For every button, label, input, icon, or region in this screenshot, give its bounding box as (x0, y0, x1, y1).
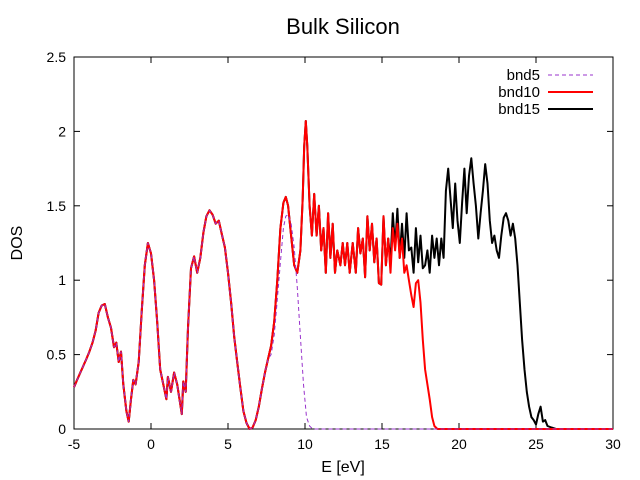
legend-label-bnd5: bnd5 (507, 67, 540, 84)
legend-label-bnd10: bnd10 (498, 84, 540, 101)
x-tick-label: -5 (68, 436, 81, 452)
chart-title: Bulk Silicon (286, 14, 400, 39)
y-tick-label: 1 (58, 272, 66, 288)
x-tick-label: 0 (147, 436, 155, 452)
legend-label-bnd15: bnd15 (498, 101, 540, 118)
y-tick-label: 0.5 (47, 347, 67, 363)
x-tick-label: 20 (451, 436, 467, 452)
x-tick-label: 5 (224, 436, 232, 452)
series-line-bnd15 (73, 120, 613, 430)
x-tick-label: 30 (605, 436, 621, 452)
x-tick-label: 15 (374, 436, 390, 452)
x-axis-label: E [eV] (321, 459, 365, 476)
y-tick-label: 0 (58, 421, 66, 437)
x-tick-label: 10 (297, 436, 313, 452)
y-tick-label: 1.5 (47, 198, 67, 214)
y-tick-label: 2 (58, 123, 66, 139)
y-axis-label: DOS (9, 226, 26, 261)
y-tick-label: 2.5 (47, 49, 67, 65)
series-layer (73, 120, 613, 430)
series-line-bnd10 (73, 120, 613, 430)
x-tick-label: 25 (528, 436, 544, 452)
